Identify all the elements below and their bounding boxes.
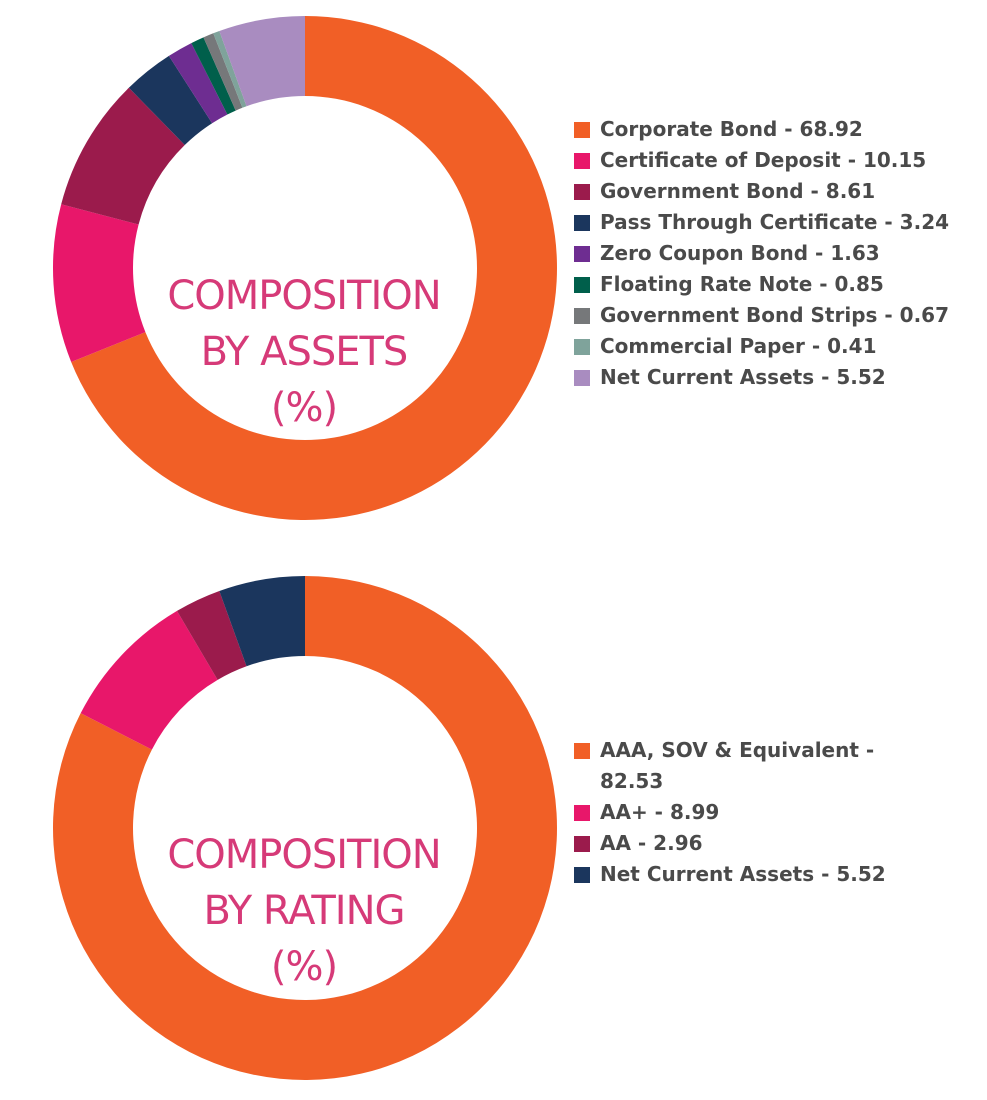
assets-legend: Corporate Bond - 68.92 Certificate of Dep… [574,114,949,393]
assets-legend-item-1: Corporate Bond - 68.92 [574,114,949,145]
assets-donut [52,16,557,520]
rating-legend-item-4: Net Current Assets - 5.52 [574,859,940,890]
rating-title-line-2: BY RATING [203,888,406,934]
rating-legend-swatch-4 [574,867,590,883]
assets-title-line-2: BY ASSETS [200,329,409,375]
rating-composition-chart: COMPOSITION BY RATING (%) AAA, SOV & Equ… [0,560,987,1098]
rating-legend-swatch-3 [574,836,590,852]
assets-slice-9 [219,16,305,107]
rating-legend: AAA, SOV & Equivalent - 82.53 AA+ - 8.99 A… [574,735,940,890]
assets-legend-swatch-5 [574,246,590,262]
assets-slice-5 [168,43,228,124]
assets-legend-swatch-4 [574,215,590,231]
assets-slice-4 [128,55,213,146]
assets-legend-label-2: Certificate of Deposit - 10.15 [600,148,927,172]
rating-legend-swatch-2 [574,805,590,821]
assets-legend-label-8: Commercial Paper - 0.41 [600,334,877,358]
assets-slice-2 [52,204,146,362]
assets-legend-label-7: Government Bond Strips - 0.67 [600,303,950,327]
assets-legend-label-5: Zero Coupon Bond - 1.63 [600,241,880,265]
rating-slice-3 [176,591,247,680]
rating-legend-swatch-1 [574,743,590,759]
assets-legend-swatch-8 [574,339,590,355]
assets-legend-label-3: Government Bond - 8.61 [600,179,876,203]
assets-legend-item-3: Government Bond - 8.61 [574,176,949,207]
assets-legend-item-8: Commercial Paper - 0.41 [574,331,949,362]
rating-slice-2 [80,610,218,750]
assets-legend-item-9: Net Current Assets - 5.52 [574,362,949,393]
assets-legend-label-9: Net Current Assets - 5.52 [600,365,886,389]
assets-legend-swatch-7 [574,308,590,324]
assets-slice-1 [71,16,557,520]
rating-legend-item-2: AA+ - 8.99 [574,797,940,828]
assets-slice-6 [191,37,236,115]
rating-legend-label-4: Net Current Assets - 5.52 [600,862,886,886]
assets-legend-swatch-6 [574,277,590,293]
assets-legend-item-7: Government Bond Strips - 0.67 [574,300,949,331]
assets-legend-label-6: Floating Rate Note - 0.85 [600,272,884,296]
assets-legend-item-4: Pass Through Certificate - 3.24 [574,207,949,238]
assets-title-line-1: COMPOSITION [167,273,441,319]
rating-title-line-3: (%) [270,944,338,990]
rating-legend-label-1: AAA, SOV & Equivalent - 82.53 [600,738,875,793]
rating-center-title: COMPOSITION BY RATING (%) [104,827,504,995]
rating-legend-item-1: AAA, SOV & Equivalent - 82.53 [574,735,940,797]
assets-legend-swatch-3 [574,184,590,200]
assets-composition-chart: COMPOSITION BY ASSETS (%) Corporate Bond… [0,0,987,540]
assets-center-title: COMPOSITION BY ASSETS (%) [104,268,504,436]
assets-slice-7 [203,33,243,111]
assets-legend-swatch-2 [574,153,590,169]
assets-legend-item-6: Floating Rate Note - 0.85 [574,269,949,300]
assets-legend-swatch-9 [574,370,590,386]
assets-legend-label-1: Corporate Bond - 68.92 [600,117,863,141]
rating-slice-4 [219,576,305,667]
rating-slice-1 [52,576,558,1080]
rating-legend-item-3: AA - 2.96 [574,828,940,859]
assets-legend-item-2: Certificate of Deposit - 10.15 [574,145,949,176]
assets-slice-8 [213,31,247,108]
assets-legend-item-5: Zero Coupon Bond - 1.63 [574,238,949,269]
rating-title-line-1: COMPOSITION [167,832,441,878]
rating-legend-label-2: AA+ - 8.99 [600,800,720,824]
assets-legend-label-4: Pass Through Certificate - 3.24 [600,210,950,234]
assets-slice-3 [61,87,185,225]
rating-legend-label-3: AA - 2.96 [600,831,703,855]
assets-legend-swatch-1 [574,122,590,138]
assets-title-line-3: (%) [270,385,338,431]
rating-donut [52,576,558,1080]
